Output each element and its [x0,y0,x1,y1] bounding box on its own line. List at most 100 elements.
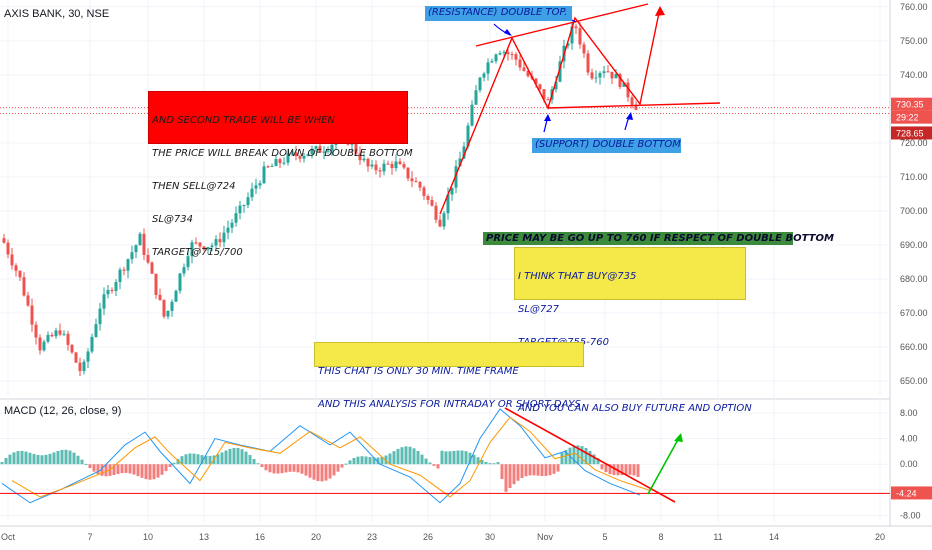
candle-body[interactable] [78,362,82,372]
macd-histogram-bar[interactable] [56,450,60,465]
candle-body[interactable] [226,227,230,233]
macd-histogram-bar[interactable] [132,464,136,475]
candle-body[interactable] [118,269,122,283]
macd-histogram-bar[interactable] [600,464,604,470]
candle-body[interactable] [498,53,502,55]
candle-body[interactable] [54,330,58,337]
macd-histogram-bar[interactable] [124,464,128,473]
candle-body[interactable] [366,158,370,167]
candle-body[interactable] [394,161,398,169]
candle-body[interactable] [602,71,606,74]
macd-histogram-bar[interactable] [364,456,368,465]
macd-histogram-bar[interactable] [544,464,548,476]
candle-body[interactable] [390,163,394,169]
candle-body[interactable] [170,301,174,311]
candle-body[interactable] [222,232,226,243]
macd-histogram-bar[interactable] [488,463,492,465]
candle-body[interactable] [522,67,526,71]
macd-histogram-bar[interactable] [368,457,372,465]
macd-histogram-bar[interactable] [188,453,192,465]
candle-body[interactable] [38,337,42,351]
candle-body[interactable] [478,77,482,91]
candle-body[interactable] [474,90,478,105]
candle-body[interactable] [310,148,314,155]
candle-body[interactable] [110,289,114,291]
macd-histogram-bar[interactable] [384,455,388,465]
candle-body[interactable] [254,185,258,189]
macd-histogram-bar[interactable] [80,459,84,465]
candle-body[interactable] [314,146,318,149]
candle-body[interactable] [462,146,466,159]
macd-histogram-bar[interactable] [560,452,564,465]
macd-histogram-bar[interactable] [44,454,48,465]
macd-histogram-bar[interactable] [156,464,160,478]
macd-histogram-bar[interactable] [508,464,512,489]
candle-body[interactable] [438,219,442,227]
candle-body[interactable] [486,62,490,74]
candle-body[interactable] [546,99,550,101]
macd-histogram-bar[interactable] [432,464,436,466]
candle-body[interactable] [470,104,474,126]
macd-histogram-bar[interactable] [400,447,404,465]
macd-histogram-bar[interactable] [396,448,400,465]
macd-histogram-bar[interactable] [548,464,552,476]
candle-body[interactable] [502,52,506,54]
macd-histogram-bar[interactable] [532,464,536,476]
macd-histogram-bar[interactable] [260,464,264,468]
macd-histogram-bar[interactable] [256,463,260,465]
macd-histogram-bar[interactable] [636,464,640,477]
candle-body[interactable] [442,213,446,227]
macd-histogram-bar[interactable] [280,464,284,474]
macd-histogram-bar[interactable] [220,452,224,465]
candle-body[interactable] [30,305,34,325]
candle-body[interactable] [10,254,14,266]
macd-histogram-bar[interactable] [320,464,324,482]
macd-histogram-bar[interactable] [52,452,56,465]
macd-histogram-bar[interactable] [328,464,332,479]
candle-body[interactable] [258,183,262,186]
macd-histogram-bar[interactable] [536,464,540,476]
macd-histogram-bar[interactable] [584,447,588,465]
macd-histogram-bar[interactable] [380,456,384,465]
macd-histogram-bar[interactable] [480,459,484,465]
candle-body[interactable] [138,233,142,246]
candle-body[interactable] [130,252,134,260]
macd-histogram-bar[interactable] [68,450,72,465]
macd-histogram-bar[interactable] [628,464,632,475]
candle-body[interactable] [142,233,146,255]
candle-body[interactable] [286,153,290,163]
macd-histogram-bar[interactable] [40,455,44,465]
macd-histogram-bar[interactable] [116,464,120,474]
candle-body[interactable] [382,163,386,172]
macd-histogram-bar[interactable] [72,452,76,465]
candle-body[interactable] [74,352,78,363]
macd-histogram-bar[interactable] [148,464,152,480]
macd-histogram-bar[interactable] [192,453,196,465]
candle-body[interactable] [326,150,330,152]
candle-body[interactable] [586,53,590,73]
candle-body[interactable] [506,52,510,55]
macd-histogram-bar[interactable] [504,464,508,492]
candle-body[interactable] [154,273,158,295]
candle-body[interactable] [458,158,462,167]
macd-histogram-bar[interactable] [596,458,600,465]
macd-histogram-bar[interactable] [496,462,500,465]
candle-body[interactable] [230,222,234,228]
candle-body[interactable] [414,181,418,183]
macd-histogram-bar[interactable] [16,451,20,465]
macd-histogram-bar[interactable] [64,449,68,465]
macd-histogram-bar[interactable] [612,464,616,476]
candle-body[interactable] [566,43,570,46]
candle-body[interactable] [618,73,622,87]
macd-histogram-bar[interactable] [376,457,380,465]
candle-body[interactable] [282,162,286,164]
macd-histogram-bar[interactable] [404,446,408,465]
macd-histogram-bar[interactable] [500,464,504,480]
candle-body[interactable] [570,26,574,44]
candle-body[interactable] [278,159,282,164]
macd-histogram-bar[interactable] [412,448,416,465]
candle-body[interactable] [354,143,358,154]
macd-histogram-bar[interactable] [60,449,64,465]
candle-body[interactable] [150,262,154,274]
macd-line[interactable] [1,408,641,504]
